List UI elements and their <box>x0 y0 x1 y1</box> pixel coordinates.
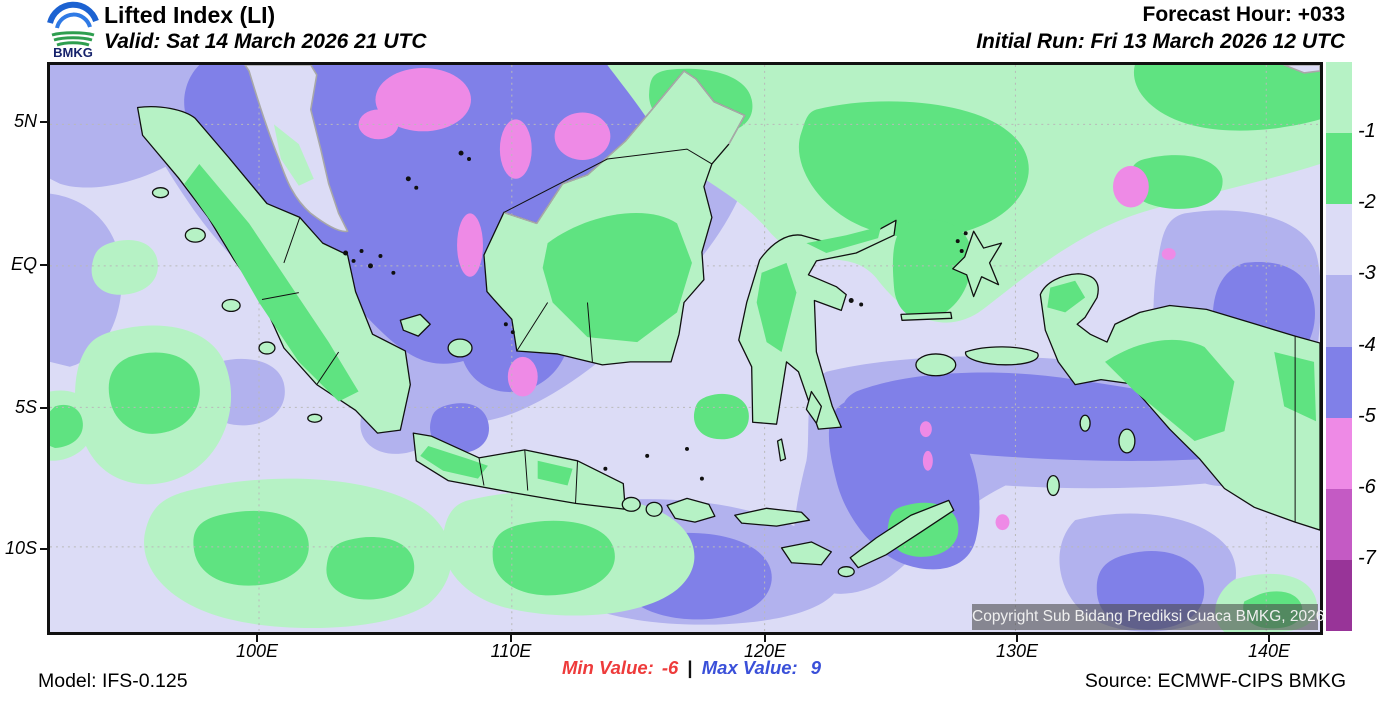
legend-label: -3 <box>1358 262 1376 285</box>
forecast-hour-label: Forecast Hour: +033 <box>1142 3 1346 26</box>
legend-segment <box>1326 133 1352 205</box>
island-seram <box>965 346 1039 366</box>
legend-segment <box>1326 275 1352 347</box>
minmax-values: Min Value: -6 | Max Value: 9 <box>562 657 821 679</box>
source-label: Source: ECMWF-CIPS BMKG <box>1084 670 1346 692</box>
legend-segment <box>1326 62 1352 134</box>
max-value-label: Max Value: <box>701 657 798 678</box>
x-tick <box>1268 635 1270 642</box>
x-tick <box>256 635 258 642</box>
logo-green-wave-1 <box>51 31 95 37</box>
island-specks <box>343 150 968 481</box>
max-value: 9 <box>810 657 822 678</box>
x-tick <box>510 635 512 642</box>
x-tick-label: 100E <box>235 641 279 661</box>
logo-green-wave-3 <box>56 41 90 47</box>
y-tick <box>40 407 47 409</box>
minmax-separator: | <box>687 657 693 678</box>
legend-segment <box>1326 559 1352 631</box>
legend-label: -5 <box>1358 404 1376 427</box>
x-tick-label: 140E <box>1247 641 1291 661</box>
initial-run-label: Initial Run: Fri 13 March 2026 12 UTC <box>976 30 1345 53</box>
island-sumatra <box>136 106 411 434</box>
map-canvas: Copyright Sub Bidang Prediksi Cuaca BMKG… <box>47 62 1324 635</box>
y-tick-label: 5N <box>13 111 37 131</box>
color-legend <box>1326 62 1352 631</box>
legend-segment <box>1326 346 1352 418</box>
logo-blue-arc-2 <box>55 12 92 29</box>
x-tick <box>764 635 766 642</box>
logo-text: BMKG <box>53 45 93 59</box>
min-value: -6 <box>661 657 679 678</box>
page-title: Lifted Index (LI) <box>104 2 276 28</box>
y-tick <box>40 121 47 123</box>
bmkg-logo-icon: BMKG <box>47 1 99 59</box>
y-tick <box>40 548 47 550</box>
small-islands <box>151 187 1136 497</box>
mindanao-coast <box>1283 65 1320 74</box>
x-tick <box>1016 635 1018 642</box>
model-label: Model: IFS-0.125 <box>38 670 188 692</box>
island-buru <box>915 353 957 377</box>
legend-label: -4 <box>1358 333 1376 356</box>
x-tick-label: 110E <box>490 641 532 661</box>
legend-label: -1 <box>1358 120 1376 143</box>
legend-label: -6 <box>1358 475 1376 498</box>
lifted-index-field <box>50 65 1320 632</box>
island-java <box>412 432 626 510</box>
y-tick <box>40 264 47 266</box>
y-tick-label: 5S <box>14 397 37 417</box>
logo-green-wave-2 <box>53 36 93 42</box>
island-halmahera <box>952 230 1003 298</box>
y-tick-label: EQ <box>10 254 37 274</box>
island-sulawesi <box>738 219 897 430</box>
x-tick-label: 130E <box>995 641 1039 661</box>
island-borneo <box>483 70 746 366</box>
legend-segment <box>1326 204 1352 276</box>
min-value-label: Min Value: <box>562 657 654 678</box>
valid-time-label: Valid: Sat 14 March 2026 21 UTC <box>104 30 427 53</box>
y-tick-label: 10S <box>4 538 37 558</box>
lesser-sunda-islands <box>621 496 955 578</box>
legend-label: -7 <box>1358 546 1376 569</box>
island-papua <box>1039 273 1320 531</box>
copyright-badge: Copyright Sub Bidang Prediksi Cuaca BMKG… <box>972 604 1324 630</box>
legend-segment <box>1326 488 1352 560</box>
x-tick-label: 120E <box>743 641 787 661</box>
logo-blue-arc <box>47 1 99 24</box>
legend-label: -2 <box>1358 191 1376 214</box>
legend-segment <box>1326 417 1352 489</box>
